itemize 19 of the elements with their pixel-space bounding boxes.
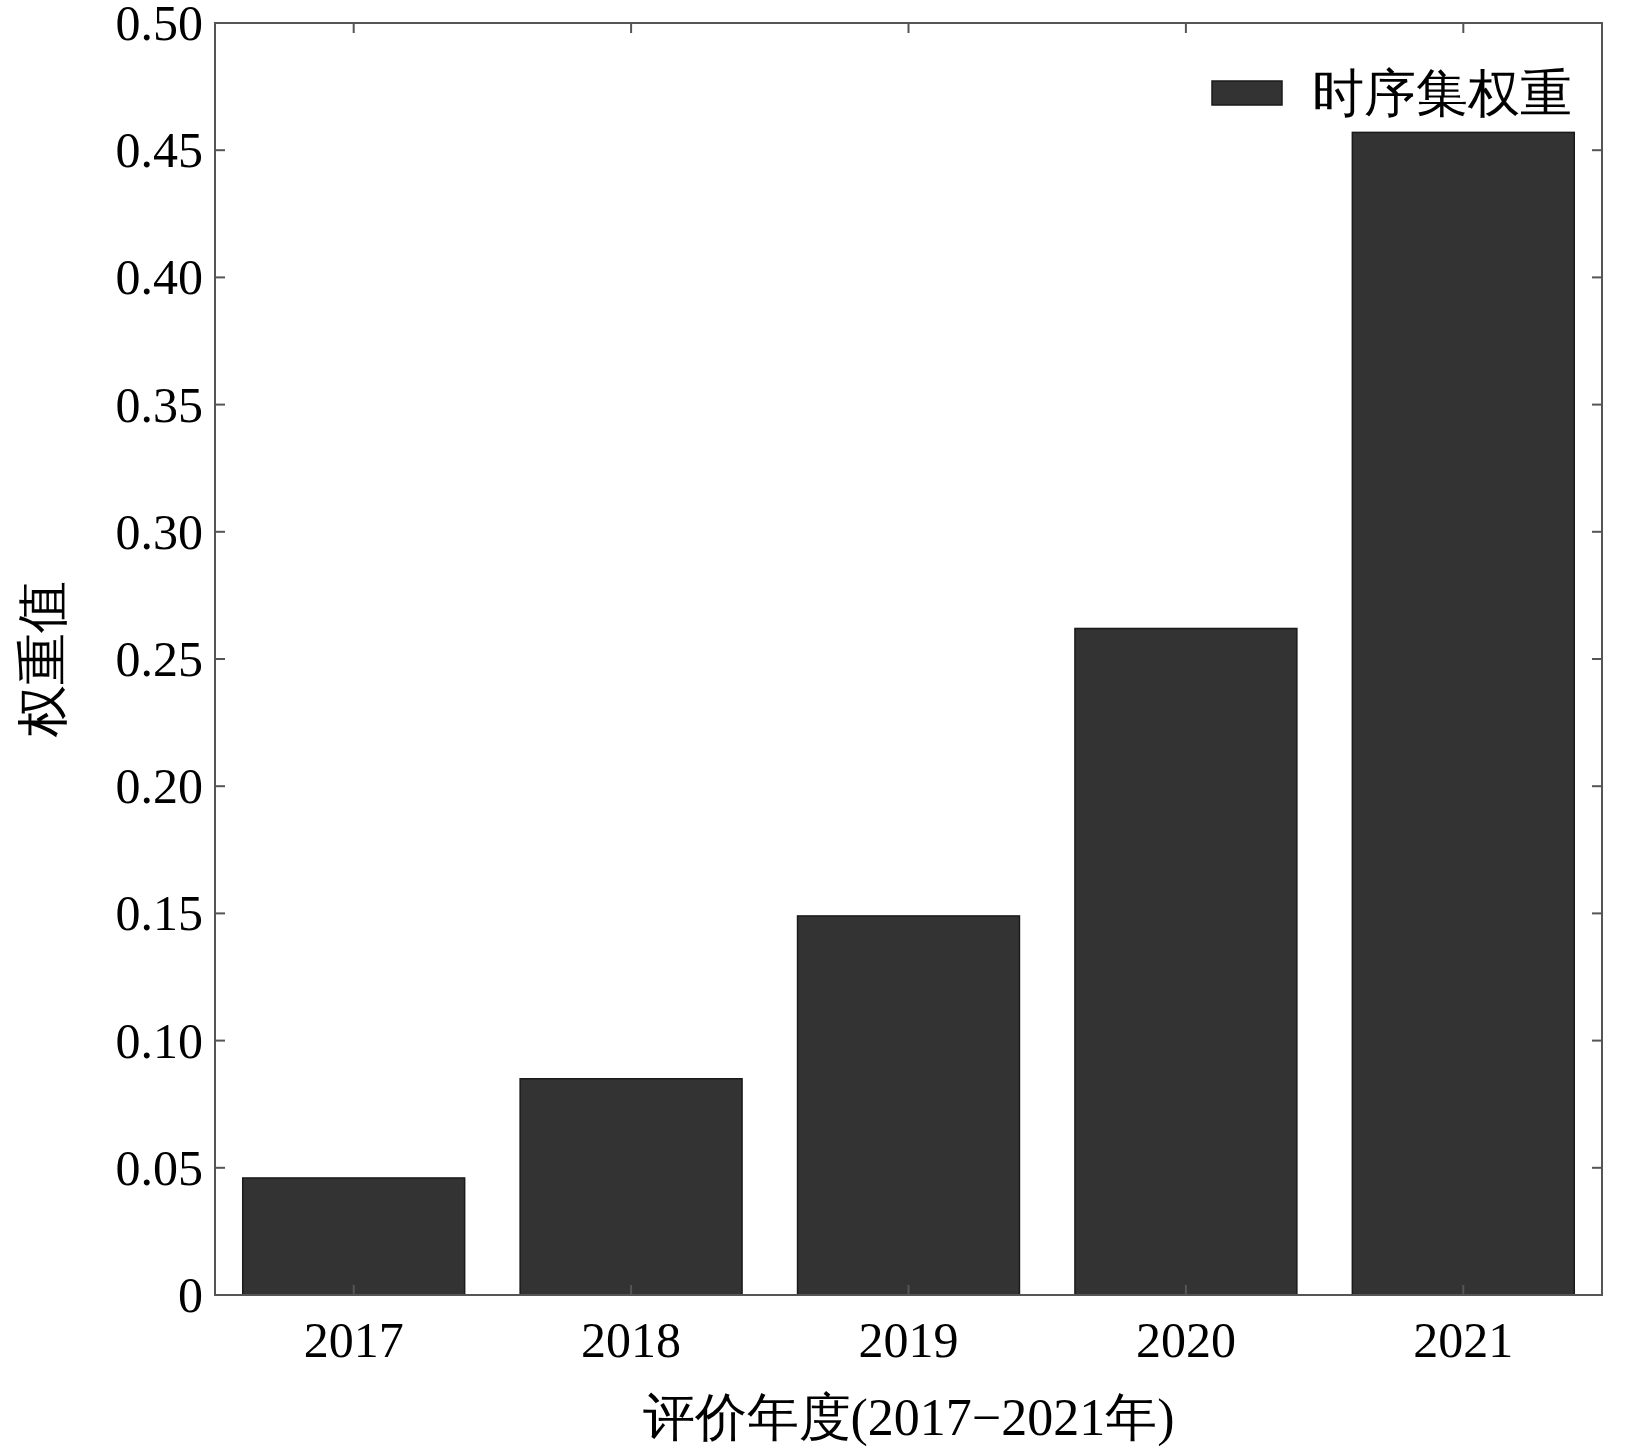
y-tick-label: 0.30 bbox=[115, 503, 203, 560]
y-tick-label: 0.35 bbox=[115, 376, 203, 433]
y-tick-label: 0.15 bbox=[115, 885, 203, 942]
x-axis-title: 评价年度(2017−2021年) bbox=[642, 1389, 1175, 1447]
y-tick-label: 0.50 bbox=[115, 0, 203, 51]
y-tick-label: 0.10 bbox=[115, 1012, 203, 1069]
y-axis-title: 权重值 bbox=[14, 581, 71, 738]
x-tick-label: 2019 bbox=[858, 1312, 959, 1368]
legend-label: 时序集权重 bbox=[1312, 64, 1572, 122]
y-tick-label: 0.40 bbox=[115, 249, 203, 306]
x-tick-label: 2018 bbox=[581, 1312, 682, 1368]
y-tick-label: 0.20 bbox=[115, 758, 203, 815]
x-tick-label: 2020 bbox=[1135, 1312, 1236, 1368]
x-tick-label: 2017 bbox=[303, 1312, 404, 1368]
y-tick-label: 0.25 bbox=[115, 631, 203, 687]
y-tick-label: 0 bbox=[178, 1267, 203, 1323]
y-tick-label: 0.05 bbox=[115, 1139, 203, 1196]
x-tick-label: 2021 bbox=[1413, 1312, 1514, 1368]
y-tick-label: 0.45 bbox=[115, 122, 203, 179]
